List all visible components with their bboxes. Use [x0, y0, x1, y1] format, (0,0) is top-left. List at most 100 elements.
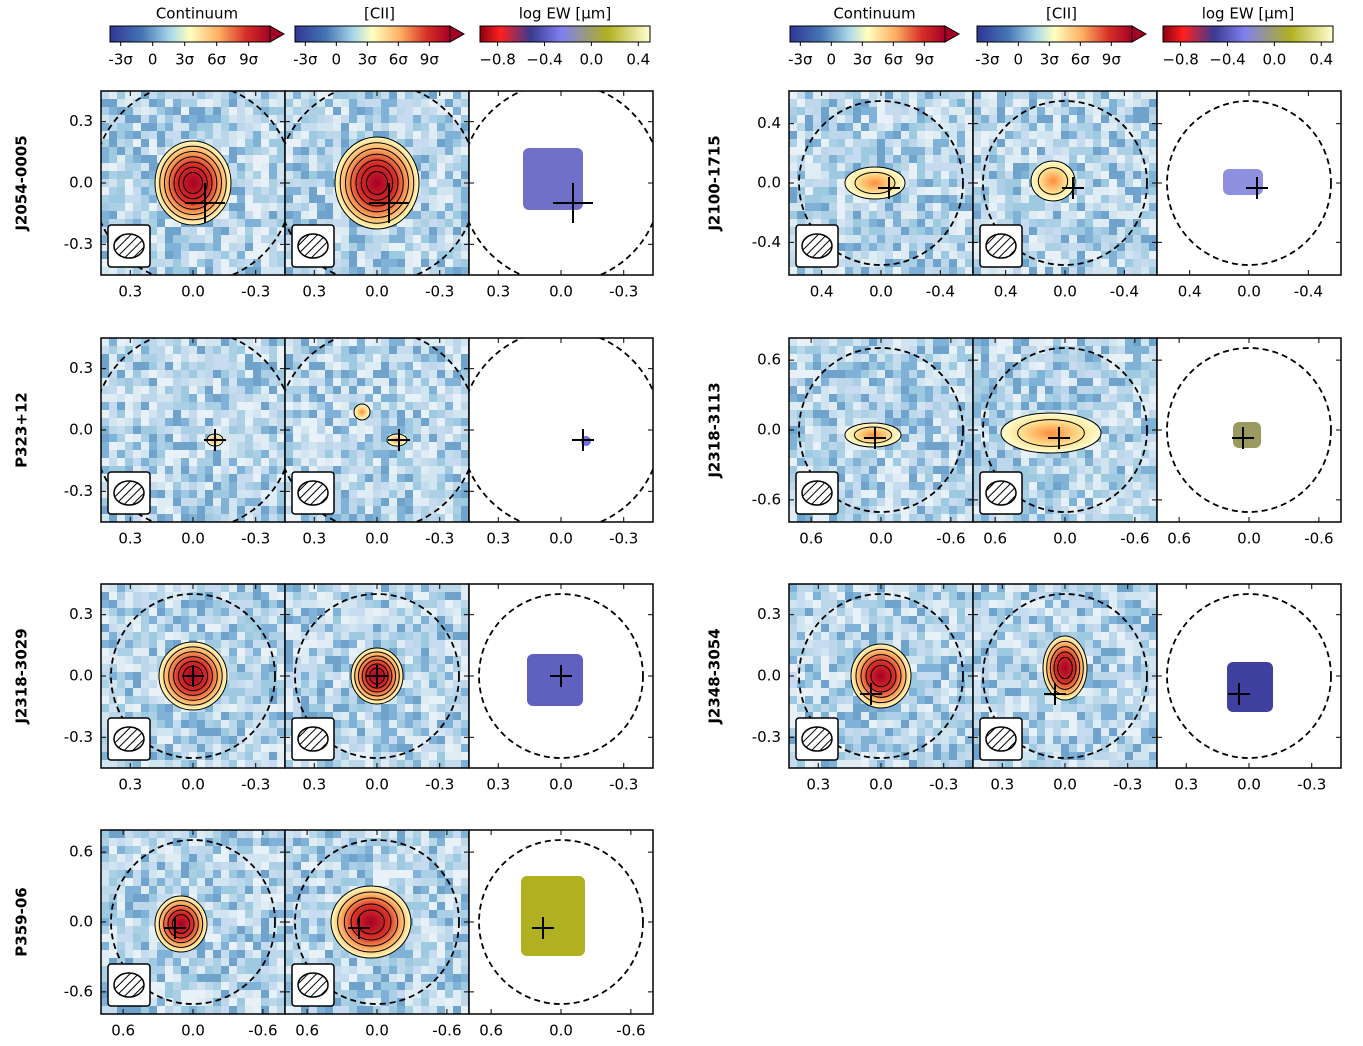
- map-pixel: [109, 624, 118, 633]
- map-pixel: [293, 624, 302, 633]
- map-pixel: [237, 934, 246, 943]
- map-pixel: [189, 958, 198, 967]
- map-pixel: [421, 211, 430, 220]
- map-pixel: [845, 211, 854, 220]
- map-pixel: [445, 592, 454, 601]
- map-pixel: [437, 600, 446, 609]
- map-pixel: [165, 616, 174, 625]
- map-pixel: [333, 147, 342, 156]
- map-pixel: [133, 704, 142, 713]
- map-pixel: [133, 466, 142, 475]
- map-pixel: [845, 115, 854, 124]
- map-pixel: [333, 998, 342, 1007]
- map-pixel: [157, 402, 166, 411]
- map-pixel: [317, 830, 326, 839]
- map-pixel: [205, 251, 214, 260]
- map-pixel: [149, 664, 158, 673]
- map-pixel: [285, 147, 294, 156]
- map-pixel: [405, 656, 414, 665]
- map-pixel: [173, 259, 182, 268]
- map-pixel: [221, 107, 230, 116]
- map-pixel: [413, 688, 422, 697]
- map-pixel: [117, 386, 126, 395]
- map-pixel: [245, 584, 254, 593]
- map-pixel: [285, 346, 294, 355]
- map-pixel: [453, 354, 462, 363]
- map-pixel: [421, 584, 430, 593]
- map-pixel: [173, 338, 182, 347]
- map-pixel: [125, 958, 134, 967]
- map-pixel: [349, 656, 358, 665]
- map-pixel: [885, 227, 894, 236]
- map-pixel: [381, 632, 390, 641]
- map-pixel: [309, 466, 318, 475]
- map-pixel: [277, 378, 285, 387]
- map-pixel: [437, 171, 446, 180]
- map-pixel: [373, 259, 382, 268]
- map-pixel: [413, 474, 422, 483]
- map-pixel: [197, 354, 206, 363]
- map-pixel: [421, 163, 430, 172]
- map-pixel: [189, 235, 198, 244]
- map-pixel: [141, 958, 150, 967]
- map-pixel: [245, 870, 254, 879]
- map-pixel: [445, 338, 454, 347]
- map-pixel: [101, 354, 110, 363]
- map-pixel: [397, 958, 406, 967]
- map-pixel: [285, 354, 294, 363]
- map-pixel: [141, 458, 150, 467]
- map-pixel: [237, 918, 246, 927]
- map-pixel: [197, 1006, 206, 1014]
- map-pixel: [421, 1006, 430, 1014]
- map-pixel: [317, 1006, 326, 1014]
- map-pixel: [213, 854, 222, 863]
- map-pixel: [189, 990, 198, 999]
- map-pixel: [269, 442, 278, 451]
- map-pixel: [405, 862, 414, 871]
- map-pixel: [101, 934, 110, 943]
- map-pixel: [141, 139, 150, 148]
- map-pixel: [325, 926, 334, 935]
- map-pixel: [221, 147, 230, 156]
- map-pixel: [901, 243, 910, 252]
- map-pixel: [885, 131, 894, 140]
- map-pixel: [189, 632, 198, 641]
- map-pixel: [325, 434, 334, 443]
- colorbar: [294, 25, 451, 43]
- map-pixel: [461, 402, 469, 411]
- map-pixel: [293, 195, 302, 204]
- map-pixel: [453, 752, 462, 761]
- map-pixel: [365, 830, 374, 839]
- map-pixel: [341, 378, 350, 387]
- map-pixel: [117, 91, 126, 100]
- map-pixel: [245, 123, 254, 132]
- map-pixel: [285, 267, 294, 275]
- map-pixel: [357, 482, 366, 491]
- map-pixel: [437, 696, 446, 705]
- map-pixel: [429, 656, 438, 665]
- map-pixel: [181, 123, 190, 132]
- map-pixel: [197, 490, 206, 499]
- map-pixel: [437, 958, 446, 967]
- map-pixel: [261, 656, 270, 665]
- map-pixel: [165, 640, 174, 649]
- colorbar-extend: [269, 25, 286, 43]
- map-pixel: [365, 974, 374, 983]
- map-pixel: [453, 910, 462, 919]
- map-pixel: [397, 640, 406, 649]
- map-pixel: [429, 386, 438, 395]
- map-pixel: [429, 466, 438, 475]
- map-pixel: [157, 346, 166, 355]
- map-pixel: [133, 878, 142, 887]
- map-pixel: [349, 712, 358, 721]
- map-pixel: [205, 394, 214, 403]
- map-pixel: [253, 592, 262, 601]
- map-pixel: [445, 227, 454, 236]
- map-pixel: [381, 752, 390, 761]
- map-pixel: [413, 378, 422, 387]
- x-tick-label: -0.6: [432, 1022, 461, 1040]
- map-pixel: [245, 886, 254, 895]
- map-pixel: [237, 498, 246, 507]
- map-pixel: [853, 195, 862, 204]
- x-tick-label: -0.3: [241, 530, 270, 548]
